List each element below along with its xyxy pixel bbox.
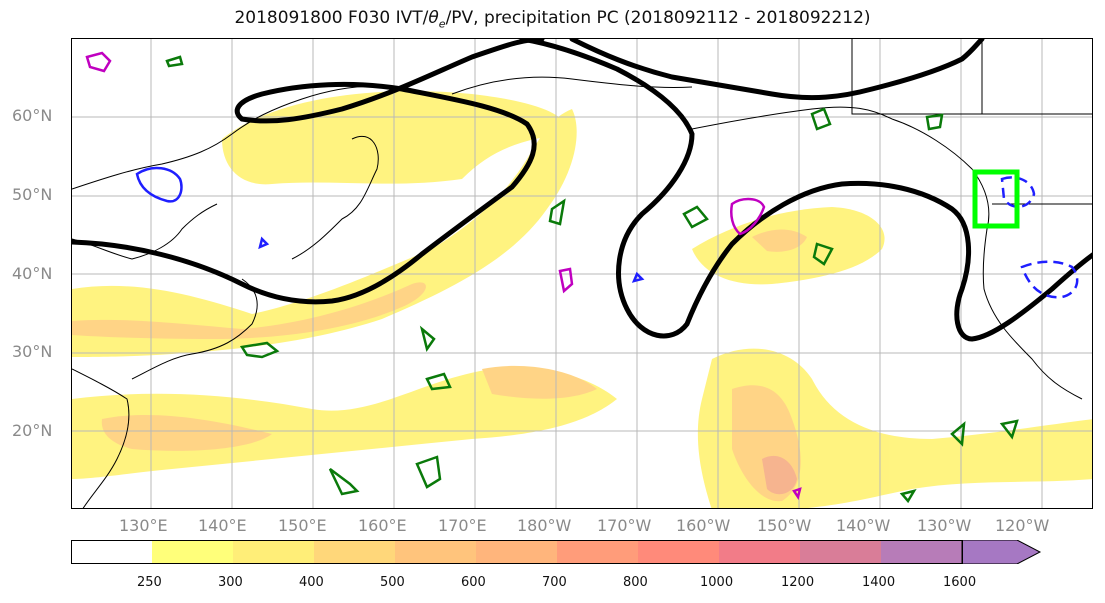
- lat-label-60: 60°N: [12, 106, 53, 125]
- colorbar-segment: [881, 540, 962, 564]
- target-region-box: [972, 169, 1020, 229]
- lat-label-50: 50°N: [12, 185, 53, 204]
- colorbar-tick-800: 800: [623, 575, 648, 590]
- colorbar-tick-1400: 1400: [862, 575, 896, 590]
- lat-label-20: 20°N: [12, 421, 53, 440]
- theta-negative-contours: [135, 166, 1079, 299]
- colorbar-segment: [314, 540, 395, 564]
- title-main: 2018091800 F030 IVT/: [234, 8, 429, 28]
- colorbar-segment: [152, 540, 233, 564]
- colorbar-segment: [557, 540, 638, 564]
- colorbar-border: [71, 540, 963, 564]
- lon-label-140w: 140°W: [836, 516, 891, 535]
- colorbar-tick-400: 400: [299, 575, 324, 590]
- lat-label-40: 40°N: [12, 264, 53, 283]
- colorbar-tick-1200: 1200: [781, 575, 815, 590]
- lon-label-180w: 180°W: [517, 516, 572, 535]
- colorbar-segment: [476, 540, 557, 564]
- lon-label-130e: 130°E: [119, 516, 168, 535]
- colorbar-tick-500: 500: [380, 575, 405, 590]
- title-theta-sub: e: [438, 17, 446, 31]
- colorbar-svg: [71, 540, 1042, 564]
- graticule: [72, 39, 1092, 508]
- lon-label-130w: 130°W: [917, 516, 972, 535]
- map-panel: [71, 38, 1093, 509]
- colorbar-segment: [71, 540, 152, 564]
- colorbar: [71, 540, 1093, 564]
- pv-anomaly-contours: [85, 51, 802, 501]
- lon-label-150w: 150°W: [757, 516, 812, 535]
- lon-label-140e: 140°E: [198, 516, 247, 535]
- colorbar-tick-250: 250: [137, 575, 162, 590]
- lon-label-120w: 120°W: [995, 516, 1050, 535]
- colorbar-segment: [395, 540, 476, 564]
- map-canvas: [72, 39, 1092, 508]
- lat-label-30: 30°N: [12, 342, 53, 361]
- figure-title: 2018091800 F030 IVT/θe/PV, precipitation…: [0, 8, 1105, 30]
- title-rest: /PV, precipitation PC (2018092112 - 2018…: [445, 8, 871, 28]
- pv-contours: [72, 39, 1092, 342]
- colorbar-tick-700: 700: [542, 575, 567, 590]
- colorbar-tick-300: 300: [218, 575, 243, 590]
- coastlines: [72, 39, 1092, 508]
- colorbar-segment: [233, 540, 314, 564]
- colorbar-segment: [800, 540, 881, 564]
- ivt-shading: [72, 91, 1092, 508]
- lon-label-170w: 170°W: [597, 516, 652, 535]
- lon-label-160e: 160°E: [358, 516, 407, 535]
- theta-positive-contours: [165, 55, 1019, 504]
- colorbar-extend-arrow: [961, 540, 1042, 564]
- lon-label-170e: 170°E: [438, 516, 487, 535]
- title-theta: θ: [428, 8, 439, 28]
- lon-label-160w: 160°W: [676, 516, 731, 535]
- colorbar-segment: [638, 540, 719, 564]
- lon-label-150e: 150°E: [278, 516, 327, 535]
- colorbar-tick-1000: 1000: [700, 575, 734, 590]
- colorbar-tick-1600: 1600: [943, 575, 977, 590]
- colorbar-tick-600: 600: [461, 575, 486, 590]
- colorbar-segment: [719, 540, 800, 564]
